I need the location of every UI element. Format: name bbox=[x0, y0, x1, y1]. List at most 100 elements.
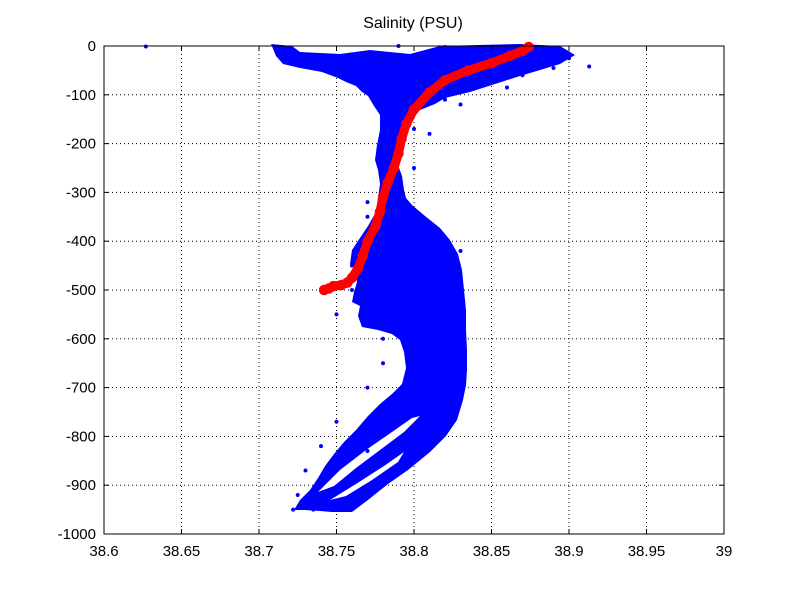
blue-data-point bbox=[396, 400, 401, 405]
y-tick-label: -300 bbox=[66, 184, 96, 201]
blue-data-point bbox=[381, 141, 385, 146]
blue-data-point bbox=[427, 346, 432, 351]
blue-data-point bbox=[489, 70, 494, 75]
blue-data-point bbox=[412, 292, 416, 297]
blue-data-point bbox=[381, 424, 385, 429]
blue-data-point bbox=[536, 47, 540, 52]
blue-data-point bbox=[396, 224, 401, 229]
red-data-point bbox=[424, 87, 435, 98]
blue-data-point bbox=[458, 273, 463, 278]
blue-data-point bbox=[458, 327, 463, 332]
blue-data-point bbox=[458, 356, 463, 361]
y-tick-label: -100 bbox=[66, 87, 96, 104]
red-data-point bbox=[342, 277, 353, 288]
y-tick-label: -1000 bbox=[58, 526, 96, 543]
blue-data-point bbox=[458, 380, 463, 385]
blue-data-point bbox=[412, 73, 416, 78]
blue-data-point bbox=[326, 507, 331, 512]
blue-data-point bbox=[551, 65, 556, 70]
blue-data-point bbox=[443, 97, 447, 102]
y-tick-label: -600 bbox=[66, 331, 96, 348]
x-tick-label: 38.85 bbox=[473, 543, 511, 560]
blue-data-point bbox=[396, 117, 401, 122]
blue-data-point bbox=[474, 83, 478, 88]
blue-data-point bbox=[291, 507, 296, 512]
blue-data-point bbox=[412, 56, 416, 61]
x-tick-label: 38.7 bbox=[244, 543, 273, 560]
red-data-point bbox=[504, 50, 516, 62]
blue-data-point bbox=[458, 58, 463, 63]
x-tick-label: 38.8 bbox=[399, 543, 428, 560]
blue-data-point bbox=[427, 131, 432, 136]
blue-data-point bbox=[381, 336, 385, 341]
blue-scatter-cloud bbox=[271, 44, 575, 512]
red-data-point bbox=[396, 133, 407, 144]
red-scatter-points bbox=[318, 41, 534, 296]
blue-data-point bbox=[319, 444, 323, 449]
blue-data-point bbox=[365, 385, 370, 390]
red-data-point bbox=[408, 104, 420, 115]
y-axis: 0 -100 -200 -300 -400 -500 -600 -700 -800 -900 -10… bbox=[58, 38, 724, 543]
blue-data-point bbox=[350, 288, 354, 292]
blue-data-point bbox=[350, 473, 354, 478]
blue-data-point bbox=[342, 506, 347, 511]
blue-data-point bbox=[334, 419, 339, 424]
x-tick-label: 38.95 bbox=[628, 543, 666, 560]
x-tick-label: 38.65 bbox=[163, 543, 201, 560]
grid bbox=[104, 46, 724, 534]
y-tick-label: -700 bbox=[66, 380, 96, 397]
y-tick-label: -900 bbox=[66, 477, 96, 494]
red-data-point bbox=[357, 250, 369, 262]
blue-data-point bbox=[474, 51, 478, 56]
chart-title: Salinity (PSU) bbox=[363, 15, 463, 32]
blue-data-point bbox=[365, 214, 370, 219]
red-data-point bbox=[370, 221, 381, 232]
blue-data-point bbox=[427, 229, 432, 234]
blue-data-point bbox=[427, 429, 432, 434]
blue-data-point bbox=[396, 268, 401, 273]
blue-data-point bbox=[381, 361, 385, 366]
red-data-point bbox=[377, 192, 389, 203]
red-data-point bbox=[362, 235, 373, 247]
blue-data-point bbox=[350, 263, 354, 268]
blue-data-point bbox=[334, 312, 339, 317]
blue-data-point bbox=[458, 102, 463, 107]
x-tick-label: 38.9 bbox=[554, 543, 583, 560]
blue-data-point bbox=[412, 375, 416, 380]
red-data-point bbox=[388, 162, 400, 174]
blue-data-point bbox=[427, 48, 432, 53]
blue-data-point bbox=[365, 317, 370, 322]
blue-data-point bbox=[567, 56, 571, 61]
blue-data-point bbox=[303, 468, 308, 473]
blue-data-point bbox=[311, 507, 316, 512]
blue-data-point bbox=[412, 166, 416, 170]
blue-data-point bbox=[505, 85, 509, 90]
blue-data-point bbox=[587, 64, 592, 69]
blue-data-point bbox=[365, 449, 370, 454]
blue-data-point bbox=[381, 478, 385, 483]
blue-data-point bbox=[443, 405, 447, 410]
y-tick-label: -500 bbox=[66, 282, 96, 299]
blue-data-point bbox=[520, 73, 525, 78]
y-tick-label: -200 bbox=[66, 136, 96, 153]
blue-data-point bbox=[396, 190, 401, 195]
blue-data-point bbox=[412, 453, 416, 458]
cloud-gap bbox=[318, 416, 420, 492]
red-profile-trace bbox=[319, 42, 534, 295]
blue-data-point bbox=[427, 322, 432, 327]
red-data-point bbox=[393, 148, 404, 159]
blue-data-point bbox=[350, 502, 354, 507]
blue-data-point bbox=[365, 200, 370, 205]
blue-data-point bbox=[443, 68, 447, 73]
red-data-point bbox=[401, 118, 412, 130]
x-tick-label: 39 bbox=[716, 543, 733, 560]
red-data-point bbox=[382, 177, 393, 188]
blue-data-point bbox=[295, 492, 300, 497]
blue-data-point bbox=[505, 63, 509, 68]
red-data-point bbox=[439, 74, 451, 86]
red-data-point bbox=[463, 65, 474, 76]
red-data-point bbox=[318, 284, 330, 296]
blue-data-point bbox=[412, 92, 416, 97]
red-data-point bbox=[323, 283, 334, 294]
